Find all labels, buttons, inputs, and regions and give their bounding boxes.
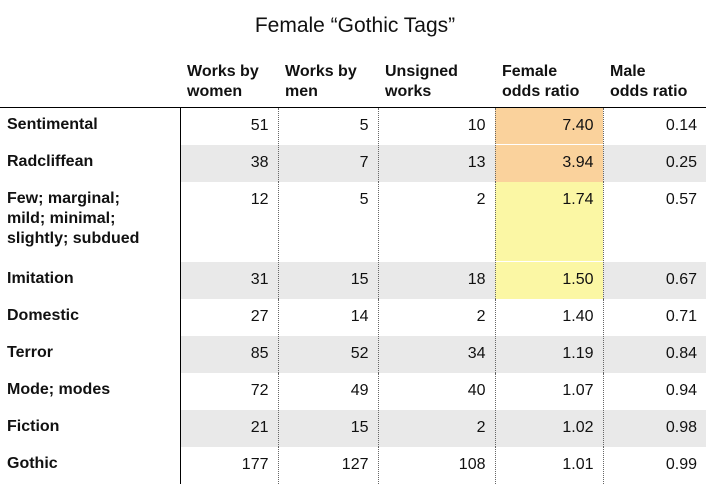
cell-men: 7 [277, 144, 378, 182]
row-label: Sentimental [7, 116, 98, 133]
table-row: Radcliffean 38 7 13 3.94 0.25 [0, 144, 706, 182]
gothic-tags-table: Works by women Works by men Unsigned wor… [0, 56, 706, 484]
table-row: Few; marginal; mild; minimal; slightly; … [0, 181, 706, 262]
cell-women: 31 [179, 261, 278, 299]
cell-men: 49 [277, 372, 378, 410]
cell-male-odds-ratio: 0.99 [602, 446, 706, 484]
cell-women: 177 [179, 446, 278, 484]
cell-male-odds-ratio: 0.71 [602, 298, 706, 336]
table-row: Mode; modes 72 49 40 1.07 0.94 [0, 372, 706, 410]
cell-unsigned: 10 [377, 107, 495, 145]
cell-male-odds-ratio: 0.67 [602, 261, 706, 299]
row-label: Mode; modes [7, 380, 111, 398]
header-female-odds-ratio: Female odds ratio [502, 63, 580, 100]
table-row: Sentimental 51 5 10 7.40 0.14 [0, 107, 706, 145]
cell-women: 21 [179, 409, 278, 447]
cell-male-odds-ratio: 0.94 [602, 372, 706, 410]
cell-unsigned: 40 [377, 372, 495, 410]
cell-male-odds-ratio: 0.57 [602, 181, 706, 262]
cell-female-odds-ratio: 1.19 [494, 335, 603, 373]
header-row: Works by women Works by men Unsigned wor… [0, 56, 706, 108]
cell-male-odds-ratio: 0.84 [602, 335, 706, 373]
cell-male-odds-ratio: 0.98 [602, 409, 706, 447]
table-row: Imitation 31 15 18 1.50 0.67 [0, 261, 706, 299]
row-label: Domestic [7, 306, 80, 324]
table-row: Gothic 177 127 108 1.01 0.99 [0, 446, 706, 484]
cell-men: 52 [277, 335, 378, 373]
cell-unsigned: 13 [377, 144, 495, 182]
cell-unsigned: 2 [377, 409, 495, 447]
cell-female-odds-ratio: 1.07 [494, 372, 603, 410]
cell-female-odds-ratio: 1.50 [494, 261, 603, 299]
cell-unsigned: 34 [377, 335, 495, 373]
cell-men: 127 [277, 446, 378, 484]
cell-women: 27 [179, 298, 278, 336]
row-label: Few; marginal; mild; minimal; slightly; … [7, 189, 140, 247]
row-label: Imitation [0, 261, 180, 299]
cell-women: 38 [179, 144, 278, 182]
row-label: Gothic [7, 454, 58, 472]
cell-men: 15 [277, 261, 378, 299]
cell-male-odds-ratio: 0.25 [602, 144, 706, 182]
row-label: Radcliffean [0, 144, 180, 182]
cell-female-odds-ratio: 1.02 [494, 409, 603, 447]
cell-women: 12 [179, 181, 278, 262]
cell-women: 51 [179, 107, 278, 145]
cell-female-odds-ratio: 1.40 [494, 298, 603, 336]
header-works-by-women: Works by women [187, 63, 259, 100]
cell-women: 72 [179, 372, 278, 410]
header-male-odds-ratio: Male odds ratio [610, 63, 688, 100]
row-label: Fiction [0, 409, 180, 447]
cell-unsigned: 108 [377, 446, 495, 484]
header-works-by-men: Works by men [285, 63, 357, 100]
table-title: Female “Gothic Tags” [254, 14, 456, 37]
cell-women: 85 [179, 335, 278, 373]
cell-unsigned: 2 [377, 181, 495, 262]
cell-unsigned: 18 [377, 261, 495, 299]
table-row: Domestic 27 14 2 1.40 0.71 [0, 298, 706, 336]
table-row: Terror 85 52 34 1.19 0.84 [0, 335, 706, 373]
cell-men: 14 [277, 298, 378, 336]
cell-female-odds-ratio: 3.94 [494, 144, 603, 182]
table-row: Fiction 21 15 2 1.02 0.98 [0, 409, 706, 447]
cell-female-odds-ratio: 1.74 [494, 181, 603, 262]
cell-female-odds-ratio: 1.01 [494, 446, 603, 484]
cell-men: 5 [277, 181, 378, 262]
cell-men: 15 [277, 409, 378, 447]
row-label: Terror [0, 335, 180, 373]
cell-unsigned: 2 [377, 298, 495, 336]
cell-men: 5 [277, 107, 378, 145]
header-unsigned-works: Unsigned works [385, 63, 458, 100]
cell-female-odds-ratio: 7.40 [494, 107, 603, 145]
header-blank [0, 56, 180, 108]
cell-male-odds-ratio: 0.14 [602, 107, 706, 145]
